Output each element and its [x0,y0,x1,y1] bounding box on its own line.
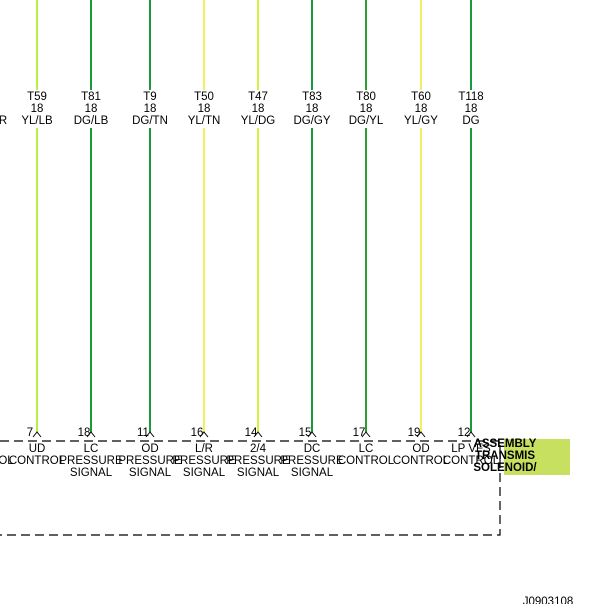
pin-chevron [466,431,476,438]
circuit-label: T81 [81,91,101,103]
circuit-label: T59 [27,91,47,103]
pin-function: PRESSURE [59,455,123,467]
pin-number: 17 [353,427,366,439]
pin-function: LC [359,443,374,455]
component-highlight [504,439,570,475]
pin-function-fragment: OL [0,455,14,467]
gauge-label: 18 [31,103,44,115]
pin-function: CONTROL [338,455,395,467]
wire-color-label: YL/GY [404,115,438,127]
circuit-label: T9 [143,91,156,103]
circuit-label: T47 [248,91,268,103]
circuit-label: T80 [356,91,376,103]
pin-number: 15 [299,427,312,439]
gauge-label: 18 [306,103,319,115]
pin-function: CONTROL [9,455,66,467]
pin-chevron [86,431,96,438]
pin-function: SIGNAL [291,467,334,479]
pin-function: OD [141,443,158,455]
pin-function: OD [412,443,429,455]
pin-function: PRESSURE [226,455,290,467]
pin-function: DC [304,443,321,455]
wire-color-label: YL/DG [241,115,276,127]
gauge-label: 18 [360,103,373,115]
pin-function: PRESSURE [118,455,182,467]
circuit-label: T118 [458,91,483,103]
wire-color-label: DG [462,115,479,127]
pin-function: LC [84,443,99,455]
pin-function: L/R [195,443,213,455]
component-label: SOLENOID/ [473,462,537,474]
figure-id: J0903108 [523,596,574,604]
circuit-label: T50 [194,91,214,103]
component-label: ASSEMBLY [474,438,537,450]
pin-function: SIGNAL [70,467,113,479]
gauge-label: 18 [198,103,211,115]
pin-number: 14 [245,427,258,439]
gauge-label: 18 [252,103,265,115]
pin-chevron [253,431,263,438]
gauge-label: 18 [465,103,478,115]
wire-color-label: YL/LB [21,115,53,127]
wire-color-label: YL/TN [188,115,221,127]
pin-function: UD [29,443,46,455]
pin-function: SIGNAL [129,467,172,479]
pin-function: PRESSURE [172,455,236,467]
pin-chevron [307,431,317,438]
pin-function: LP VFS [451,443,491,455]
pin-number: 11 [137,427,149,439]
pin-function: PRESSURE [280,455,344,467]
pin-chevron [32,431,42,438]
pin-chevron [416,431,426,438]
gauge-label: 18 [144,103,157,115]
wire-color-label: DG/TN [132,115,168,127]
wire-color-label: DG/LB [74,115,109,127]
pin-number: 18 [78,427,91,439]
connector-outline [0,440,501,536]
pin-function: CONTROL [393,455,450,467]
circuit-label: T60 [411,91,431,103]
component-label: TRANSMIS [475,450,535,462]
pin-function: SIGNAL [183,467,226,479]
wire-color-fragment: R [0,115,7,127]
gauge-label: 18 [415,103,428,115]
pin-function: CONTROL [443,455,500,467]
pin-function: 2/4 [250,443,267,455]
pin-chevron [199,431,209,438]
pin-chevron [145,431,155,438]
pin-number: 7 [27,427,33,439]
pin-chevron [361,431,371,438]
gauge-label: 18 [85,103,98,115]
circuit-label: T83 [302,91,322,103]
pin-number: 12 [458,427,471,439]
pin-number: 16 [191,427,204,439]
pin-number: 19 [408,427,421,439]
wire-color-label: DG/GY [293,115,330,127]
pin-function: SIGNAL [237,467,280,479]
wire-color-label: DG/YL [349,115,384,127]
